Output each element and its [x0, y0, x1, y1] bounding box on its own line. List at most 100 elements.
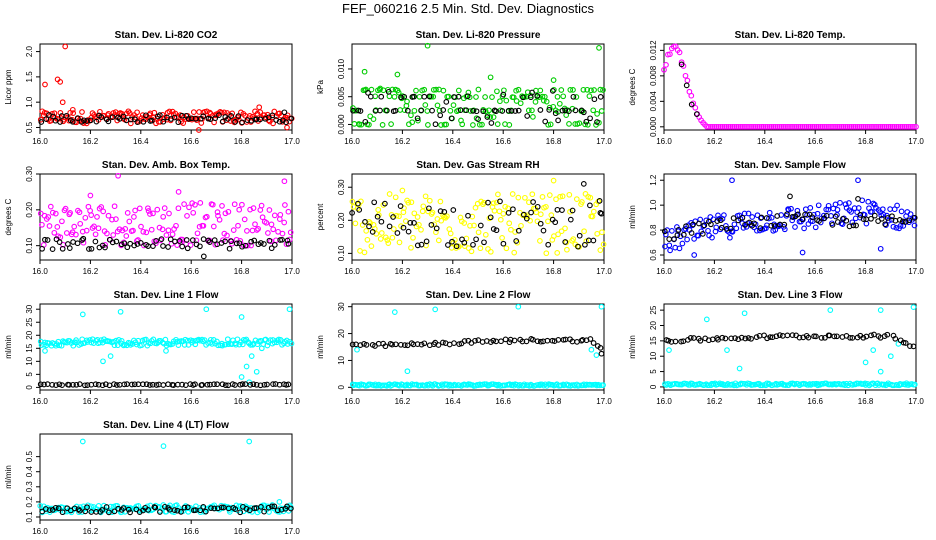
data-point — [701, 222, 708, 229]
data-point — [515, 194, 522, 201]
data-point — [123, 233, 130, 239]
data-point — [742, 335, 749, 342]
data-point — [270, 381, 276, 387]
data-point — [506, 339, 513, 346]
data-point — [855, 205, 862, 211]
data-point — [513, 238, 520, 244]
data-point — [473, 94, 479, 100]
data-point — [235, 113, 242, 119]
data-point — [106, 509, 112, 516]
data-point — [246, 113, 253, 119]
data-point — [850, 222, 857, 229]
data-point — [350, 107, 356, 114]
data-point — [210, 223, 217, 230]
x-tick-label: 16.0 — [656, 267, 672, 276]
x-tick-label: 16.4 — [445, 137, 461, 146]
data-point — [767, 334, 774, 340]
series-cyan — [349, 303, 606, 389]
data-point — [485, 199, 491, 206]
data-point — [580, 181, 587, 187]
data-point — [140, 118, 147, 125]
data-point — [489, 94, 495, 100]
data-point — [564, 246, 570, 253]
data-point — [37, 502, 44, 509]
data-point — [149, 381, 156, 388]
data-point — [749, 214, 756, 220]
data-point — [782, 123, 788, 130]
data-point — [239, 243, 245, 250]
data-point — [394, 230, 401, 236]
data-point — [422, 193, 429, 200]
data-point — [226, 245, 233, 252]
data-point — [789, 214, 796, 220]
data-point — [184, 504, 191, 511]
data-point — [384, 237, 391, 243]
data-point — [51, 229, 58, 236]
data-point — [768, 222, 775, 229]
data-point — [537, 220, 544, 227]
data-point — [663, 62, 669, 68]
data-point — [252, 221, 258, 228]
data-point — [724, 347, 730, 353]
series-green — [350, 42, 606, 128]
data-point — [502, 203, 509, 210]
data-point — [365, 90, 371, 96]
data-point — [534, 338, 541, 345]
data-point — [832, 213, 839, 220]
data-point — [870, 347, 877, 353]
data-point — [102, 381, 109, 388]
data-point — [117, 308, 124, 315]
data-point — [163, 232, 170, 238]
plot-frame — [351, 303, 605, 391]
data-point — [860, 216, 867, 222]
data-point — [587, 336, 594, 342]
data-point — [784, 123, 790, 130]
y-tick-label: 5 — [25, 372, 34, 377]
data-point — [560, 93, 567, 100]
data-point — [169, 341, 176, 347]
data-point — [898, 208, 905, 215]
data-point — [586, 93, 593, 99]
data-point — [363, 228, 370, 234]
data-point — [357, 342, 364, 348]
data-point — [896, 217, 903, 223]
x-tick-label: 17.0 — [284, 137, 300, 146]
data-point — [515, 227, 522, 234]
data-point — [269, 503, 275, 510]
data-point — [708, 123, 714, 130]
data-point — [840, 123, 847, 130]
data-point — [129, 381, 135, 388]
data-point — [854, 123, 861, 130]
data-point — [682, 72, 689, 79]
data-point — [436, 382, 443, 389]
x-tick-label: 16.2 — [707, 267, 723, 276]
data-point — [367, 113, 374, 120]
data-point — [451, 340, 457, 346]
data-point — [84, 382, 91, 388]
data-point — [99, 339, 106, 346]
data-point — [520, 212, 526, 219]
series-black — [349, 181, 605, 250]
data-point — [194, 230, 201, 237]
data-point — [902, 340, 909, 346]
data-point — [145, 507, 151, 513]
data-point — [263, 219, 270, 226]
data-point — [550, 177, 557, 184]
data-point — [423, 238, 430, 245]
data-point — [477, 245, 484, 252]
data-point — [779, 333, 786, 339]
data-point — [468, 248, 475, 255]
data-point — [450, 102, 457, 108]
data-point — [537, 238, 543, 244]
data-point — [362, 219, 368, 225]
data-point — [87, 192, 94, 199]
data-point — [66, 382, 72, 388]
data-point — [576, 120, 583, 127]
data-point — [799, 216, 806, 223]
data-point — [93, 509, 100, 515]
data-point — [589, 213, 596, 220]
data-point — [551, 86, 557, 93]
x-tick-label: 16.2 — [83, 397, 99, 406]
data-point — [79, 109, 85, 115]
data-point — [691, 252, 698, 258]
